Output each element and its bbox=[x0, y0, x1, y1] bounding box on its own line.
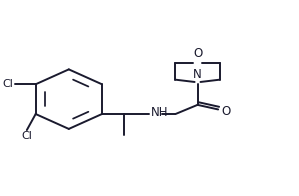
Text: O: O bbox=[221, 105, 230, 118]
Text: O: O bbox=[193, 47, 202, 60]
Text: N: N bbox=[193, 68, 202, 81]
Text: Cl: Cl bbox=[3, 79, 13, 89]
Text: NH: NH bbox=[151, 106, 169, 119]
Text: Cl: Cl bbox=[22, 131, 32, 141]
